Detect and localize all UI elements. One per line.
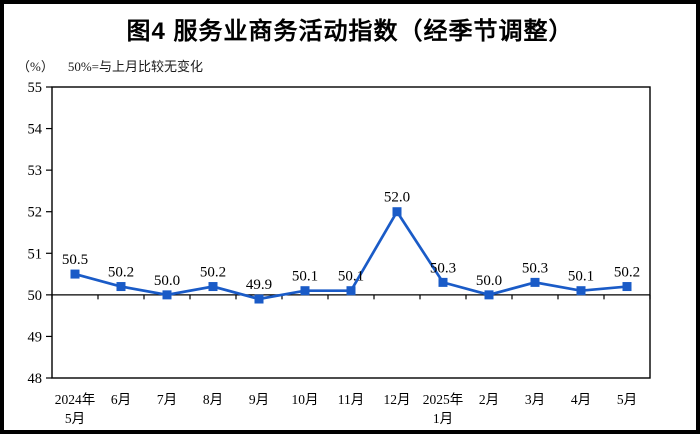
y-axis-tick-label: 52 bbox=[28, 205, 43, 221]
data-point-marker bbox=[300, 286, 310, 296]
x-axis-category-label: 4月 bbox=[571, 392, 591, 407]
data-point-marker bbox=[70, 269, 80, 279]
data-point-label: 50.1 bbox=[338, 269, 364, 285]
x-axis-category-label: 11月 bbox=[338, 392, 365, 407]
x-axis-category-label: 7月 bbox=[157, 392, 177, 407]
data-point-label: 50.1 bbox=[292, 269, 318, 285]
y-axis-tick-label: 53 bbox=[28, 163, 43, 179]
data-point-label: 50.0 bbox=[476, 273, 502, 289]
x-axis-category-label: 2025年 bbox=[423, 392, 464, 407]
y-axis-unit-label: （%） bbox=[17, 59, 54, 74]
reference-note: 50%=与上月比较无变化 bbox=[67, 59, 204, 74]
x-axis-category-label: 2024年 bbox=[55, 392, 96, 407]
data-point-marker bbox=[484, 290, 494, 300]
data-point-marker bbox=[392, 207, 402, 217]
x-axis-category-label: 5月 bbox=[65, 411, 85, 426]
data-point-marker bbox=[162, 290, 172, 300]
data-point-label: 50.1 bbox=[568, 269, 594, 285]
data-point-label: 50.3 bbox=[430, 260, 456, 276]
data-point-label: 50.2 bbox=[200, 265, 226, 281]
data-point-marker bbox=[438, 277, 448, 287]
data-point-marker bbox=[208, 282, 218, 292]
data-point-label: 50.2 bbox=[108, 265, 134, 281]
x-axis-category-label: 5月 bbox=[617, 392, 637, 407]
data-point-marker bbox=[530, 277, 540, 287]
data-point-marker bbox=[346, 286, 356, 296]
y-axis-tick-label: 55 bbox=[28, 80, 43, 96]
y-axis-tick-label: 54 bbox=[28, 122, 43, 138]
data-point-label: 50.3 bbox=[522, 260, 548, 276]
data-point-label: 52.0 bbox=[384, 190, 410, 206]
y-axis-tick-label: 48 bbox=[28, 371, 43, 387]
data-point-marker bbox=[254, 294, 264, 304]
y-axis-tick-label: 49 bbox=[28, 329, 43, 345]
data-point-marker bbox=[622, 282, 632, 292]
chart-title: 图4 服务业商务活动指数（经季节调整） bbox=[126, 18, 574, 45]
data-point-marker bbox=[576, 286, 586, 296]
y-axis-tick-label: 50 bbox=[28, 288, 43, 304]
data-point-label: 50.0 bbox=[154, 273, 180, 289]
data-point-label: 49.9 bbox=[246, 277, 272, 293]
x-axis-category-label: 3月 bbox=[525, 392, 545, 407]
x-axis-category-label: 2月 bbox=[479, 392, 499, 407]
x-axis-category-label: 9月 bbox=[249, 392, 269, 407]
x-axis-category-label: 1月 bbox=[433, 411, 453, 426]
x-axis-category-label: 6月 bbox=[111, 392, 131, 407]
y-axis-tick-label: 51 bbox=[28, 246, 43, 262]
x-axis-category-label: 10月 bbox=[292, 392, 319, 407]
data-point-label: 50.2 bbox=[614, 265, 640, 281]
data-point-label: 50.5 bbox=[62, 252, 88, 268]
plot-border bbox=[51, 86, 651, 379]
x-axis-category-label: 12月 bbox=[384, 392, 411, 407]
data-point-marker bbox=[116, 282, 126, 292]
chart-subtitle: （%） 50%=与上月比较无变化 bbox=[17, 56, 203, 75]
x-axis-category-label: 8月 bbox=[203, 392, 223, 407]
